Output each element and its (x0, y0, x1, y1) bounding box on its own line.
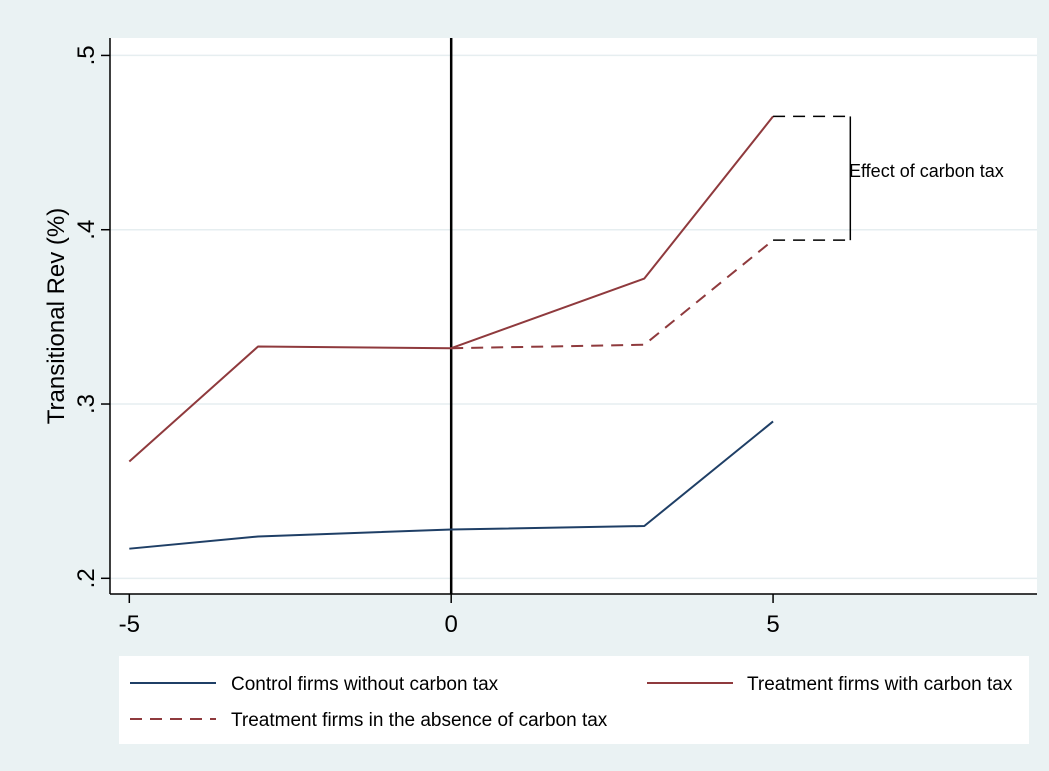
annotation-label: Effect of carbon tax (849, 161, 1004, 181)
series-group (128, 115, 774, 550)
y-tick-label: .2 (73, 568, 100, 588)
legend-label-control: Control firms without carbon tax (231, 674, 499, 695)
series-line-0 (129, 420, 774, 550)
legend-item-treatment: Treatment firms with carbon tax (647, 674, 1013, 695)
x-tick-label: 5 (766, 611, 779, 638)
x-tick-label: 0 (445, 611, 458, 638)
y-axis-ticks: .2 .3 .4 .5 (73, 45, 110, 588)
y-tick-label: .4 (73, 220, 100, 240)
effect-annotation: Effect of carbon tax (773, 115, 1004, 241)
y-tick-label: .3 (73, 394, 100, 414)
x-tick-label: -5 (119, 611, 140, 638)
legend-box (119, 656, 1029, 744)
grid-lines (110, 54, 1037, 580)
legend-label-treatment: Treatment firms with carbon tax (747, 674, 1013, 695)
legend-item-counterfactual: Treatment firms in the absence of carbon… (130, 710, 608, 731)
y-tick-label: .5 (73, 45, 100, 65)
plot-area (110, 38, 1037, 594)
x-axis-ticks: -5 0 5 (119, 594, 780, 638)
legend-item-control: Control firms without carbon tax (130, 674, 499, 695)
series-line-2 (451, 239, 774, 350)
legend-label-counterfactual: Treatment firms in the absence of carbon… (231, 710, 608, 731)
y-axis-label: Transitional Rev (%) (43, 208, 70, 425)
